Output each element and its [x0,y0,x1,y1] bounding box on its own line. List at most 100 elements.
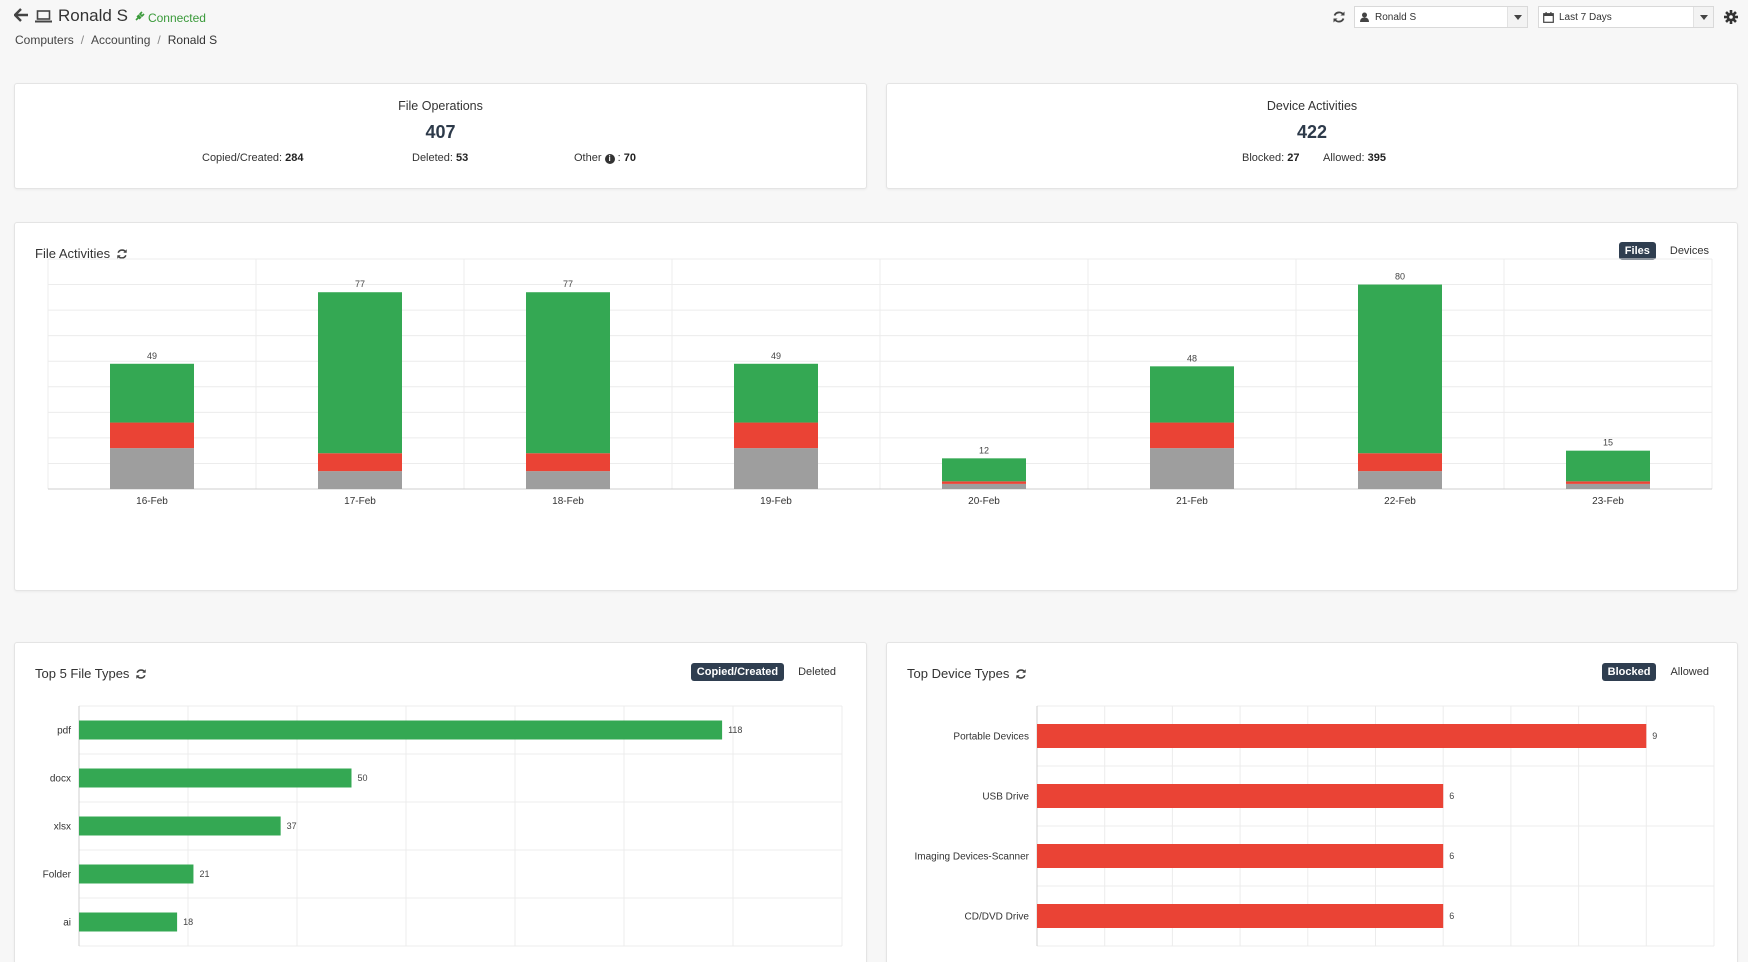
date-range-select[interactable]: Last 7 Days [1538,6,1714,28]
breadcrumb-separator: / [80,33,85,47]
bar-segment-green [942,458,1026,482]
x-tick-label: 18-Feb [552,496,584,507]
info-icon[interactable]: i [604,154,615,164]
allowed-stat: Allowed: 395 [1323,152,1386,164]
bar [1037,784,1444,808]
refresh-icon[interactable] [116,248,128,260]
y-tick-label: xlsx [54,822,71,833]
data-label: 18 [183,917,193,927]
refresh-icon[interactable] [1015,668,1027,680]
data-label: 49 [771,351,781,361]
x-tick-label: 19-Feb [760,496,792,507]
allowed-value: 395 [1367,152,1386,164]
blocked-value: 27 [1287,152,1300,164]
x-tick-label: 17-Feb [344,496,376,507]
bar-segment-green [318,292,402,454]
bar-segment-gray [110,448,194,489]
bar-segment-red [1566,481,1650,484]
bar [1037,904,1444,928]
x-tick-label: 22-Feb [1384,496,1416,507]
breadcrumb-computers[interactable]: Computers [15,33,74,47]
blocked-toggle-button[interactable]: Blocked [1601,663,1657,681]
y-tick-label: USB Drive [982,792,1029,803]
top-device-types-header: Top Device Types [907,666,1027,681]
bar [1037,724,1647,748]
copied-created-value: 284 [285,152,304,164]
file-operations-title: File Operations [398,99,483,113]
date-range-value: Last 7 Days [1559,11,1612,23]
user-select[interactable]: Ronald S [1354,6,1528,28]
data-label: 12 [979,445,989,455]
device-activities-title: Device Activities [1266,99,1358,113]
files-toggle-button[interactable]: Files [1618,242,1656,260]
copied-created-toggle-button[interactable]: Copied/Created [690,663,785,681]
bar [79,768,352,788]
x-tick-label: 21-Feb [1176,496,1208,507]
deleted-label: Deleted: [412,152,453,164]
y-tick-label: docx [50,774,71,785]
device-activities-total: 422 [1296,122,1328,142]
device-activities-card: Device Activities 422 Blocked: 27 Allowe… [886,83,1738,189]
bar-segment-green [526,292,610,454]
page-header: Ronald S Connected [13,6,206,26]
deleted-value: 53 [456,152,469,164]
y-tick-label: Imaging Devices-Scanner [915,852,1030,863]
y-tick-label: Portable Devices [953,732,1029,743]
back-arrow-icon[interactable] [13,7,29,25]
device-types-toggle: Blocked Allowed [1601,663,1715,681]
bar-segment-red [526,453,610,472]
data-label: 15 [1603,438,1613,448]
y-tick-label: ai [63,918,71,929]
refresh-icon[interactable] [1332,10,1346,24]
bar-segment-green [1566,450,1650,482]
data-label: 77 [563,279,573,289]
chevron-down-icon[interactable] [1507,7,1527,27]
top-file-types-chart: 118 pdf 50 docx 37 xlsx 21 Folder 18 ai [43,705,843,947]
breadcrumb-accounting[interactable]: Accounting [91,33,151,47]
bar [79,720,723,740]
bar-segment-red [1150,422,1234,449]
bar-segment-red [734,422,818,449]
deleted-stat: Deleted: 53 [412,152,468,164]
data-label: 9 [1652,731,1657,741]
top-device-types-title: Top Device Types [907,666,1010,681]
data-label: 6 [1449,791,1454,801]
breadcrumb-separator: / [157,33,161,47]
data-label: 77 [355,279,365,289]
user-select-value: Ronald S [1375,11,1417,23]
y-tick-label: Folder [43,870,72,881]
file-types-toggle: Copied/Created Deleted [690,663,842,681]
x-tick-label: 23-Feb [1592,496,1624,507]
data-label: 49 [147,351,157,361]
blocked-label: Blocked: [1242,152,1285,164]
bar-segment-gray [318,471,402,489]
gear-icon[interactable] [1724,10,1738,24]
bar-segment-gray [526,471,610,489]
bar [1037,844,1444,868]
other-label: Other [574,152,602,164]
bar [79,912,178,932]
allowed-toggle-button[interactable]: Allowed [1670,666,1709,678]
file-operations-card: File Operations 407 Copied/Created: 284 … [14,83,867,189]
other-value: 70 [623,152,636,164]
devices-toggle-button[interactable]: Devices [1669,245,1709,257]
data-label: 48 [1187,353,1197,363]
allowed-label: Allowed: [1323,152,1365,164]
bar-segment-gray [1566,483,1650,489]
deleted-toggle-button[interactable]: Deleted [798,666,836,678]
file-activities-title: File Activities [35,246,111,261]
connection-status-text: Connected [147,10,206,25]
bar-segment-red [942,481,1026,484]
y-tick-label: CD/DVD Drive [965,912,1030,923]
data-label: 37 [287,821,297,831]
breadcrumb-current: Ronald S [167,33,218,47]
chevron-down-icon[interactable] [1693,7,1713,27]
file-operations-total: 407 [425,122,456,142]
bar-segment-gray [1150,448,1234,489]
calendar-icon [1539,11,1557,23]
copied-created-label: Copied/Created: [202,152,283,164]
bar-segment-green [1358,284,1442,454]
refresh-icon[interactable] [135,668,147,680]
bar-segment-gray [734,448,818,489]
bar-segment-red [318,453,402,472]
